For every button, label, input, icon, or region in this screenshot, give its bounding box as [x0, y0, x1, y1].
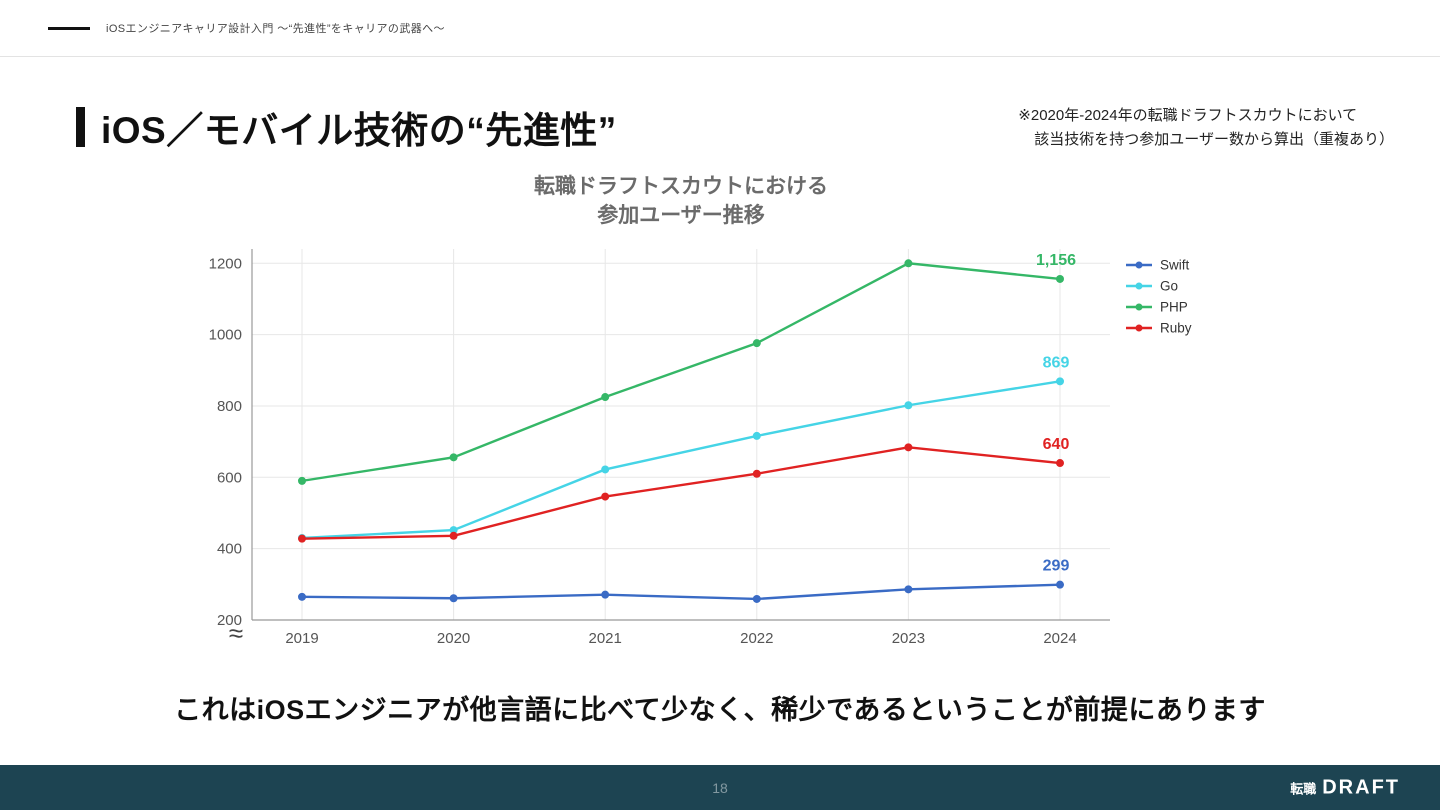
- svg-text:400: 400: [217, 540, 242, 557]
- svg-text:Swift: Swift: [1160, 257, 1190, 272]
- svg-text:1000: 1000: [209, 326, 242, 343]
- header-dash-icon: [48, 26, 90, 30]
- svg-text:299: 299: [1043, 557, 1070, 574]
- svg-text:869: 869: [1043, 354, 1070, 371]
- source-note-line-1: ※2020年-2024年の転職ドラフトスカウトにおいて: [1018, 107, 1358, 124]
- svg-text:2024: 2024: [1043, 630, 1076, 647]
- svg-text:2019: 2019: [285, 630, 318, 647]
- chart-section: 転職ドラフトスカウトにおける 参加ユーザー推移 200 400 600 800 1000…: [190, 172, 1250, 662]
- svg-text:2023: 2023: [892, 630, 925, 647]
- svg-text:Go: Go: [1160, 278, 1178, 293]
- svg-text:1,156: 1,156: [1036, 252, 1076, 269]
- svg-text:1200: 1200: [209, 255, 242, 272]
- tenshoku-draft-logo: 転職 DRAFT: [1290, 776, 1400, 799]
- slide-header: iOSエンジニアキャリア設計入門 〜“先進性”をキャリアの武器へ〜: [0, 0, 1440, 57]
- svg-text:Ruby: Ruby: [1160, 320, 1192, 335]
- svg-text:2022: 2022: [740, 630, 773, 647]
- svg-text:640: 640: [1043, 436, 1070, 453]
- svg-text:2020: 2020: [437, 630, 470, 647]
- svg-text:200: 200: [217, 612, 242, 629]
- source-note: ※2020年-2024年の転職ドラフトスカウトにおいて 該当技術を持つ参加ユーザ…: [1018, 104, 1394, 152]
- chart-title-line-2: 参加ユーザー推移: [597, 204, 765, 228]
- footer: 18 転職 DRAFT: [0, 765, 1440, 810]
- key-message: これはiOSエンジニアが他言語に比べて少なく、稀少であるということが前提にありま…: [174, 695, 1266, 725]
- chart-title-line-1: 転職ドラフトスカウトにおける: [534, 175, 828, 198]
- chart-title: 転職ドラフトスカウトにおける 参加ユーザー推移: [190, 172, 1250, 231]
- svg-text:600: 600: [217, 469, 242, 486]
- page-number: 18: [712, 779, 728, 796]
- svg-text:800: 800: [217, 398, 242, 415]
- title-accent-bar: [76, 107, 85, 147]
- svg-text:PHP: PHP: [1160, 299, 1188, 314]
- page-title: iOS／モバイル技術の“先進性”: [101, 110, 617, 151]
- logo-kanji: 転職: [1290, 781, 1317, 796]
- deck-title: iOSエンジニアキャリア設計入門 〜“先進性”をキャリアの武器へ〜: [106, 23, 445, 35]
- svg-text:≈: ≈: [229, 618, 243, 648]
- line-chart: 200 400 600 800 1000 1200 2019 2020 2021 2022 2023…: [209, 248, 1192, 648]
- source-note-line-2: 該当技術を持つ参加ユーザー数から算出（重複あり）: [1034, 131, 1394, 148]
- logo-wordmark: DRAFT: [1322, 776, 1400, 798]
- title-row: iOS／モバイル技術の“先進性”: [76, 100, 617, 154]
- svg-text:2021: 2021: [589, 630, 622, 647]
